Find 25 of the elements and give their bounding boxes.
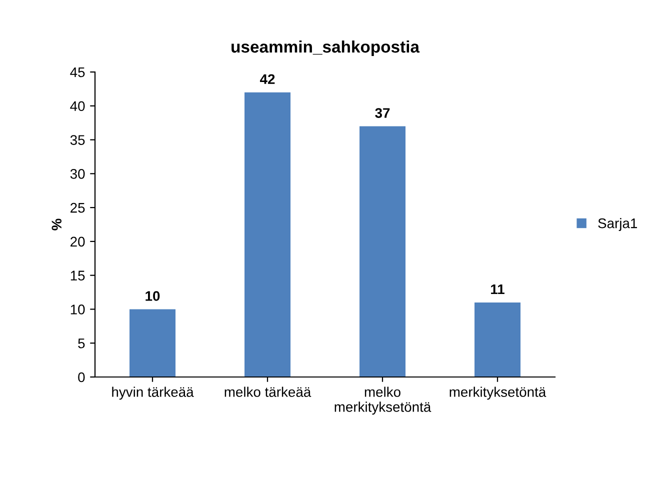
data-label: 10: [146, 291, 160, 301]
bar: [244, 92, 290, 377]
data-label: 42: [260, 74, 275, 84]
x-tick-label: hyvin tärkeää: [112, 386, 194, 400]
y-tick-label: 5: [78, 338, 85, 348]
x-tick-label: melko merkityksetöntä: [334, 386, 432, 415]
bar: [360, 126, 406, 377]
y-tick-label: 15: [70, 270, 85, 281]
bar: [130, 309, 176, 377]
y-tick-label: 10: [70, 304, 85, 314]
data-label: 37: [375, 108, 390, 118]
y-tick-label: 20: [70, 236, 85, 247]
x-tick-label: melko tärkeää: [224, 386, 312, 397]
y-tick-label: 30: [70, 169, 85, 179]
data-label: 11: [491, 284, 504, 294]
bar: [474, 302, 520, 377]
y-tick-label: 25: [70, 202, 85, 213]
chart-title: useammin_sahkopostia: [232, 40, 420, 56]
y-axis-title: %: [52, 218, 62, 230]
y-tick-label: 0: [78, 372, 85, 382]
y-tick-label: 45: [70, 67, 85, 78]
y-tick-label: 35: [70, 135, 85, 145]
x-tick-label: merkityksetöntä: [450, 386, 546, 400]
legend-label: Sarja1: [598, 218, 638, 231]
y-tick-label: 40: [70, 101, 85, 112]
